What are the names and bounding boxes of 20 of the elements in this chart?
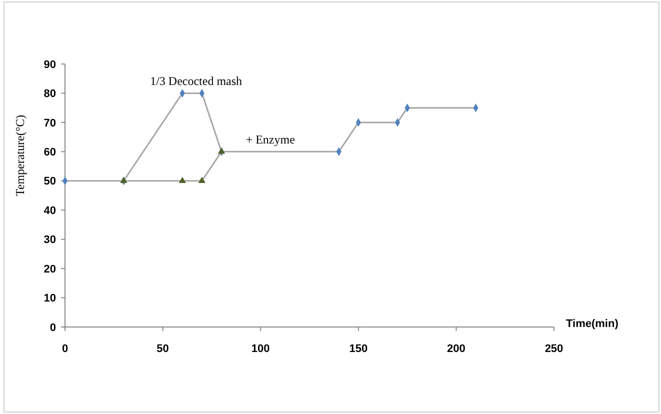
y-tick-label: 0 [50, 322, 56, 334]
y-tick-label: 50 [44, 176, 56, 188]
x-tick-label: 100 [251, 343, 270, 355]
y-axis-title: Temperature(°C) [13, 114, 27, 196]
y-tick-label: 80 [44, 88, 56, 100]
y-tick-label: 40 [44, 204, 56, 217]
y-tick-label: 90 [44, 58, 56, 71]
y-tick-label: 30 [44, 234, 56, 246]
x-tick-label: 0 [62, 343, 68, 355]
x-tick-label: 250 [544, 343, 564, 355]
annotation: + Enzyme [246, 132, 295, 147]
x-tick-label: 50 [156, 343, 169, 355]
y-tick-label: 70 [44, 117, 56, 130]
annotation: 1/3 Decocted mash [150, 74, 242, 88]
y-tick-label: 20 [44, 263, 56, 276]
y-tick-label: 60 [44, 146, 56, 159]
x-axis-title: Time(min) [566, 318, 619, 330]
x-tick-label: 200 [447, 343, 466, 355]
y-tick-label: 10 [44, 292, 56, 305]
x-tick-label: 150 [349, 343, 368, 355]
